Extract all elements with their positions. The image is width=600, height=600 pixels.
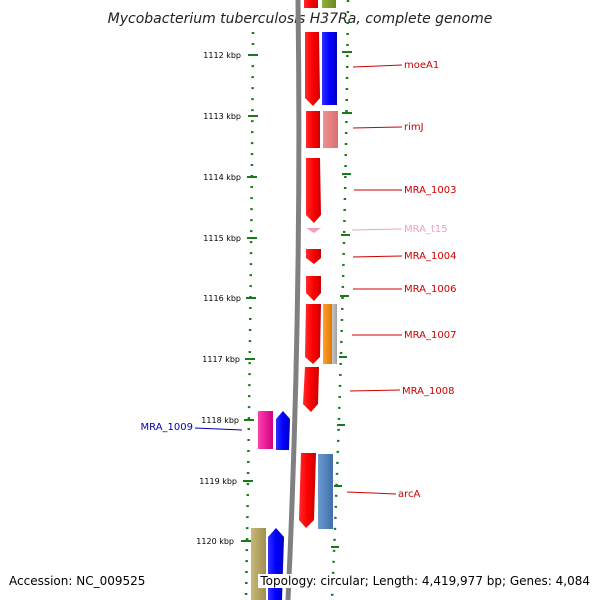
gene-MRA_1007[interactable] (305, 304, 321, 364)
gene-MRA_1003[interactable] (306, 158, 321, 223)
label-MRA_1007[interactable]: MRA_1007 (404, 330, 456, 341)
gene-rimJ[interactable] (323, 111, 338, 148)
topology-text: Topology: circular; Length: 4,419,977 bp… (258, 574, 592, 588)
label-MRA_1008[interactable]: MRA_1008 (402, 386, 454, 397)
leader-moeA1 (352, 64, 403, 68)
gene-MRA_1006[interactable] (306, 276, 321, 301)
kbp-ticks (241, 54, 258, 542)
leader-rimJ (352, 126, 403, 129)
kbp-label-1116: 1116 kbp (203, 294, 241, 303)
gene-MRA_t15[interactable] (306, 228, 321, 233)
gene-MRA_1007-rev2[interactable] (332, 304, 337, 364)
gene-rimJ-fwd[interactable] (306, 111, 320, 148)
leader-MRA_1008 (349, 389, 401, 392)
outer-ticks (331, 51, 352, 548)
kbp-label-1113: 1113 kbp (203, 112, 241, 121)
kbp-label-1112: 1112 kbp (203, 51, 241, 60)
kbp-label-1114: 1114 kbp (203, 173, 241, 182)
gene-MRA_1008[interactable] (303, 367, 319, 412)
label-MRA_1003[interactable]: MRA_1003 (404, 185, 456, 196)
inner-guide-line (244, 31, 255, 600)
label-moeA1[interactable]: moeA1 (404, 60, 439, 71)
gene-MRA_1009-magenta[interactable] (258, 411, 273, 449)
gene-moeA1[interactable] (305, 32, 320, 106)
gene-top-green[interactable] (322, 0, 336, 8)
gene-moeA1-rev[interactable] (322, 32, 337, 105)
label-arcA[interactable]: arcA (398, 489, 421, 500)
label-MRA_1004[interactable]: MRA_1004 (404, 251, 456, 262)
gene-MRA_1004[interactable] (306, 249, 321, 264)
gene-arcA[interactable] (299, 453, 316, 528)
accession-text: Accession: NC_009525 (7, 574, 148, 588)
leader-MRA_t15 (351, 228, 403, 231)
gene-MRA_1007-rev[interactable] (323, 304, 332, 364)
label-MRA_1006[interactable]: MRA_1006 (404, 284, 456, 295)
gene-MRA_1009[interactable] (276, 411, 290, 450)
kbp-label-1119: 1119 kbp (199, 477, 237, 486)
leader-arcA (346, 491, 397, 495)
leader-MRA_1004 (352, 255, 403, 258)
label-rimJ[interactable]: rimJ (404, 122, 424, 133)
leader-MRA_1009 (194, 427, 243, 431)
gene-bottom-olive[interactable] (251, 528, 266, 600)
kbp-label-1117: 1117 kbp (202, 355, 240, 364)
genome-backbone (285, 0, 302, 600)
kbp-label-1118: 1118 kbp (201, 416, 239, 425)
gene-bottom-blue[interactable] (268, 528, 284, 600)
kbp-label-1115: 1115 kbp (203, 234, 241, 243)
gene-top-red[interactable] (304, 0, 318, 8)
kbp-label-1120: 1120 kbp (196, 537, 234, 546)
label-MRA_t15[interactable]: MRA_t15 (404, 224, 448, 235)
gene-arcA-rev[interactable] (318, 454, 333, 529)
label-MRA_1009[interactable]: MRA_1009 (141, 422, 193, 433)
